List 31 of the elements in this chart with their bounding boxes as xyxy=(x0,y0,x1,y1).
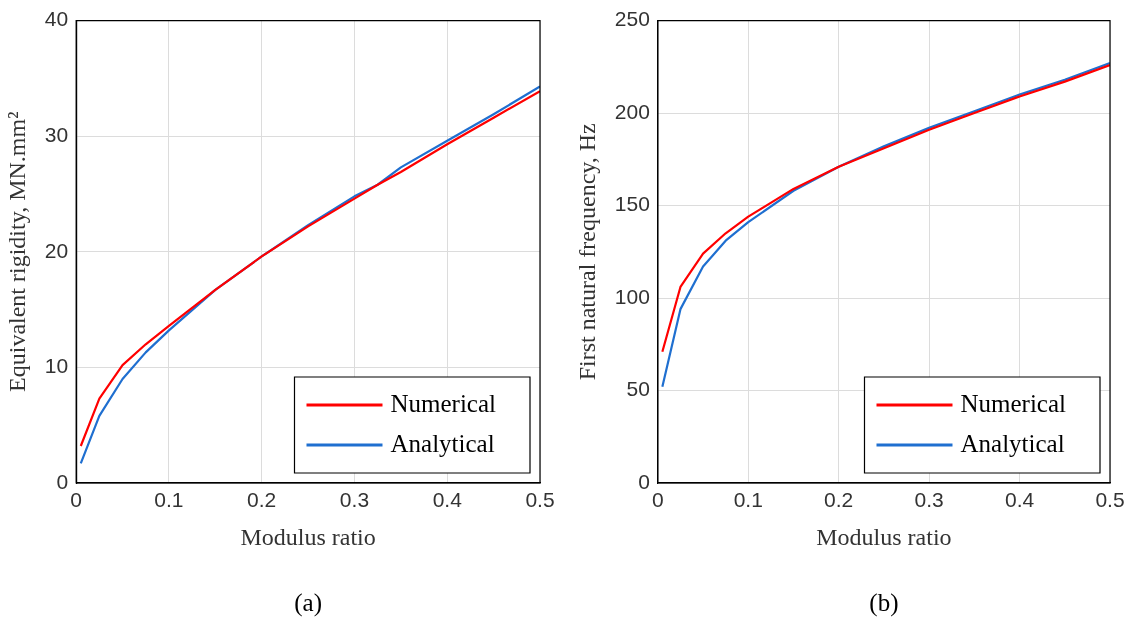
text: (a) xyxy=(294,588,322,617)
y-tick-label: 100 xyxy=(614,284,650,308)
x-axis-title: Modulus ratio xyxy=(816,523,952,550)
x-tick-label: 0.4 xyxy=(432,488,463,512)
y-tick-label: 150 xyxy=(614,192,650,216)
y-tick-label: 40 xyxy=(44,7,69,31)
legend-label: Analytical xyxy=(390,429,495,457)
y-tick-label: 20 xyxy=(44,238,69,262)
y-tick-label: 30 xyxy=(44,123,69,146)
x-tick-label: 0.2 xyxy=(247,488,277,512)
x-tick-label: 0.5 xyxy=(1095,488,1125,512)
y-axis-title: Equivalent rigidity, MN.mm² xyxy=(3,111,30,392)
legend-label: Numerical xyxy=(960,389,1067,417)
y-tick-label: 50 xyxy=(626,377,650,401)
x-tick-label: 0.3 xyxy=(914,488,944,512)
x-tick-label: 0.5 xyxy=(525,488,555,512)
y-tick-label: 0 xyxy=(56,469,69,493)
x-tick-label: 0.1 xyxy=(154,488,184,512)
y-tick-label: 10 xyxy=(44,354,69,378)
text: (b) xyxy=(869,588,899,617)
x-tick-label: 0.2 xyxy=(824,488,854,512)
x-axis-title: Modulus ratio xyxy=(240,523,376,550)
y-tick-label: 200 xyxy=(614,99,650,123)
y-tick-label: 0 xyxy=(638,469,650,493)
x-tick-label: 0.3 xyxy=(339,488,370,512)
x-tick-label: 0.4 xyxy=(1004,488,1035,512)
legend-label: Analytical xyxy=(960,429,1065,457)
y-axis-title: First natural frequency, Hz xyxy=(573,123,600,381)
x-tick-label: 0.1 xyxy=(733,488,763,512)
y-tick-label: 250 xyxy=(614,7,650,31)
legend-label: Numerical xyxy=(390,389,497,417)
